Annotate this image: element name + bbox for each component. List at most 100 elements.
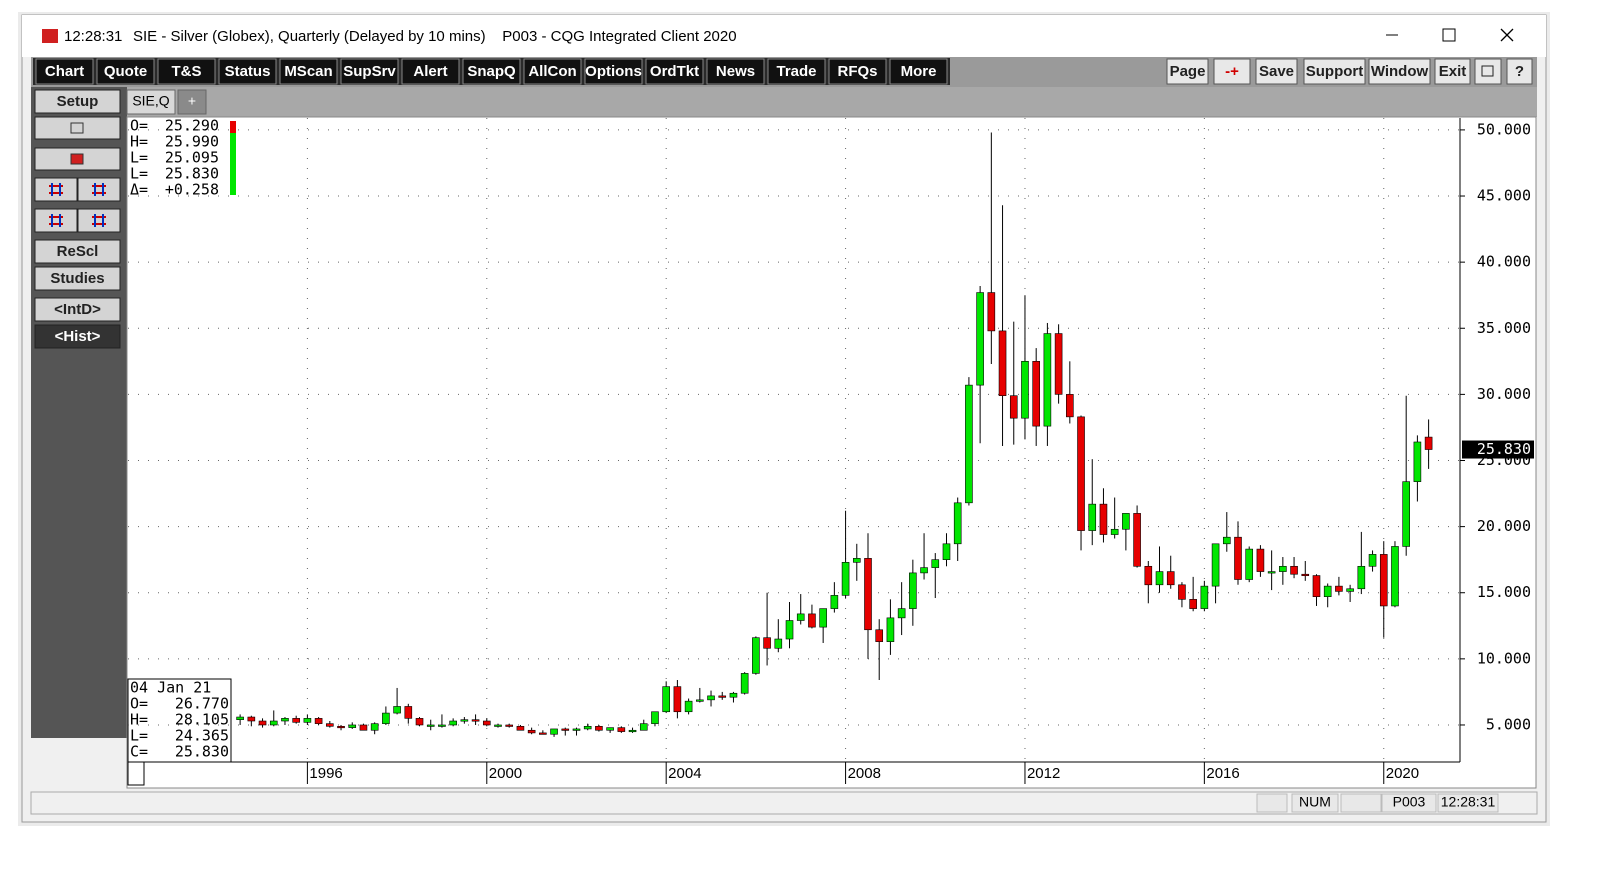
toolbar-button-label: Page: [1170, 63, 1206, 80]
candle-body: [1346, 588, 1354, 592]
y-tick-label: 50.000: [1477, 120, 1531, 138]
toolbar-button[interactable]: [96, 58, 155, 85]
sidebar-icon-button[interactable]: [34, 208, 78, 233]
toolbar-button[interactable]: [218, 58, 277, 85]
candle-body: [595, 725, 603, 731]
sidebar-button[interactable]: [34, 89, 121, 114]
toolbar-button[interactable]: [1255, 58, 1298, 85]
candle-body: [326, 723, 334, 727]
toolbar-button[interactable]: [401, 58, 460, 85]
candle-body: [639, 723, 648, 731]
toolbar-button-label: Quote: [104, 63, 147, 80]
toolbar-button[interactable]: [1166, 58, 1209, 85]
y-tick-label: 40.000: [1477, 253, 1531, 271]
toolbar-button[interactable]: [1434, 58, 1471, 85]
tab-add[interactable]: [177, 89, 207, 115]
sidebar-icon-button[interactable]: [77, 208, 121, 233]
toolbar-button[interactable]: [645, 58, 704, 85]
readout-label: H=: [130, 711, 148, 729]
y-tick-label: 5.000: [1486, 715, 1531, 733]
candle-body: [1066, 394, 1074, 418]
candle-body: [1133, 513, 1141, 567]
candle-body: [1391, 546, 1399, 607]
x-tick-label: 2008: [848, 765, 881, 782]
readout-box: [127, 678, 232, 763]
candle-body: [673, 686, 682, 713]
toolbar-button[interactable]: [584, 58, 643, 85]
title-bar: [22, 15, 1546, 57]
x-tick-label: 2004: [668, 765, 701, 782]
toolbar-button-label: OrdTkt: [650, 63, 699, 80]
candle-body: [550, 728, 558, 735]
candle-body: [617, 727, 626, 732]
toolbar-button[interactable]: [35, 58, 94, 85]
sidebar-icon: [94, 183, 104, 196]
sidebar-icon-button[interactable]: [34, 177, 78, 202]
sidebar-icon-button[interactable]: [34, 116, 121, 140]
toolbar-button[interactable]: [767, 58, 826, 85]
x-tick-label: 2000: [489, 765, 522, 782]
candle-body: [1122, 513, 1130, 530]
x-tick-label: 1996: [309, 765, 342, 782]
candle-body: [348, 724, 357, 728]
toolbar-button-label: Exit: [1439, 63, 1467, 80]
candle-body: [628, 729, 637, 733]
sidebar-button[interactable]: [34, 239, 121, 264]
readout-bar-down: [230, 133, 236, 195]
scroll-box[interactable]: [127, 761, 145, 786]
candle-body: [1178, 584, 1186, 600]
readout-label: H=: [130, 133, 148, 151]
candle-body: [684, 700, 693, 713]
sidebar-icon-button[interactable]: [77, 177, 121, 202]
toolbar-button[interactable]: [706, 58, 765, 85]
candle-body: [1402, 481, 1410, 547]
candle-body: [449, 720, 457, 726]
candle-body: [1357, 565, 1366, 590]
toolbar-button[interactable]: [889, 58, 948, 85]
toolbar-button[interactable]: [523, 58, 582, 85]
candle-body: [1301, 573, 1310, 577]
candle-body: [965, 384, 973, 504]
sidebar-button[interactable]: [34, 297, 121, 322]
candle-body: [1245, 548, 1254, 580]
readout-label: O=: [130, 117, 148, 135]
x-tick-label: 2020: [1386, 765, 1419, 782]
candle-body: [785, 620, 794, 640]
sidebar-icon: [51, 214, 61, 227]
toolbar-button-label: -+: [1225, 63, 1239, 80]
tab[interactable]: [126, 89, 176, 115]
last-price-tag: [1462, 440, 1534, 459]
readout-label: L=: [130, 727, 148, 745]
sidebar-button[interactable]: [34, 324, 121, 349]
status-cell: [1381, 793, 1437, 813]
toolbar-button[interactable]: [462, 58, 521, 85]
tab-label: SIE,Q: [132, 93, 169, 109]
readout-value: 25.990: [165, 133, 219, 151]
candle-body: [1099, 503, 1108, 535]
close-button[interactable]: [1500, 28, 1514, 42]
restore-button[interactable]: [1474, 58, 1502, 85]
toolbar-button-label: Support: [1306, 63, 1364, 80]
tab-row: [31, 87, 1537, 117]
candle-body: [314, 718, 323, 724]
toolbar-button[interactable]: [1213, 58, 1251, 85]
toolbar-button-label: SnapQ: [467, 63, 516, 80]
toolbar-button[interactable]: [1303, 58, 1366, 85]
sidebar-icon: [70, 122, 84, 134]
toolbar-button-label: RFQs: [837, 63, 877, 80]
toolbar-button[interactable]: [157, 58, 216, 85]
sidebar-button[interactable]: [34, 266, 121, 291]
toolbar-button[interactable]: [828, 58, 887, 85]
toolbar-button[interactable]: [1506, 58, 1533, 85]
toolbar-button[interactable]: [340, 58, 399, 85]
maximize-button[interactable]: [1442, 28, 1456, 42]
toolbar-button[interactable]: [1368, 58, 1431, 85]
toolbar-button-label: Save: [1259, 63, 1294, 80]
toolbar-button[interactable]: [279, 58, 338, 85]
status-cell: [1291, 793, 1339, 813]
candle-body: [1009, 395, 1018, 419]
status-cell: [1437, 793, 1499, 813]
candle-body: [841, 562, 850, 596]
last-price-label: 25.830: [1477, 440, 1531, 458]
